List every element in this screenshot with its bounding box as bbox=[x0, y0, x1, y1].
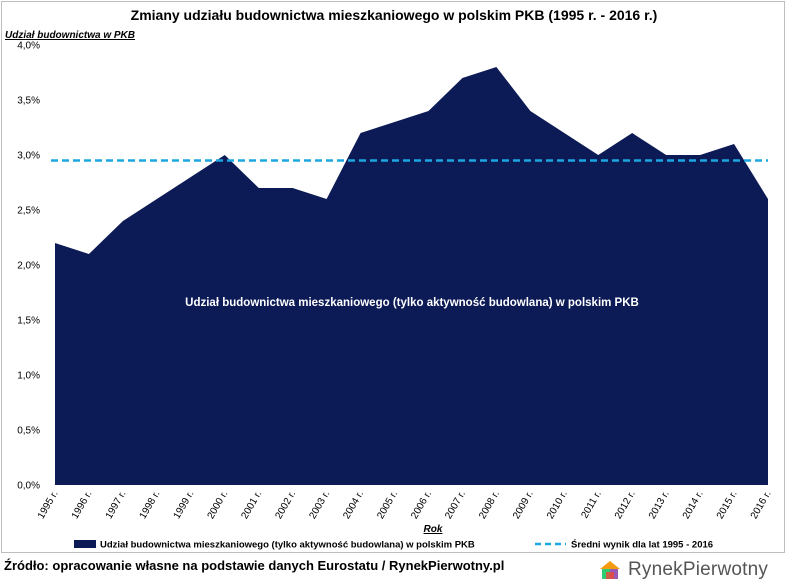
y-tick-label: 3,0% bbox=[17, 151, 40, 162]
x-tick-label: 1996 r. bbox=[70, 489, 95, 521]
y-axis-ticks: 0,0% 0,5% 1,0% 1,5% 2,0% 2,5% 3,0% 3,5% 4,0% bbox=[17, 41, 40, 492]
x-tick-label: 2005 r. bbox=[375, 489, 400, 521]
source-note: Źródło: opracowanie własne na podstawie … bbox=[4, 558, 505, 573]
legend: Udział budownictwa mieszkaniowego (tylko… bbox=[74, 539, 713, 551]
x-tick-label: 1998 r. bbox=[138, 489, 163, 521]
area-series bbox=[54, 66, 769, 485]
y-tick-label: 4,0% bbox=[17, 41, 40, 52]
y-axis-label: Udział budownictwa w PKB bbox=[5, 30, 135, 41]
x-tick-label: 2016 r. bbox=[749, 489, 774, 521]
x-tick-label: 2008 r. bbox=[477, 489, 502, 521]
x-tick-label: 2006 r. bbox=[409, 489, 434, 521]
legend-area-swatch bbox=[74, 540, 96, 548]
x-tick-label: 1995 r. bbox=[36, 489, 61, 521]
x-tick-label: 2003 r. bbox=[307, 489, 332, 521]
y-tick-label: 1,0% bbox=[17, 371, 40, 382]
x-tick-label: 2011 r. bbox=[579, 489, 603, 520]
y-tick-label: 3,5% bbox=[17, 96, 40, 107]
chart-frame bbox=[1, 1, 785, 553]
x-tick-label: 2001 r. bbox=[239, 489, 264, 521]
x-axis-ticks: 1995 r. 1996 r. 1997 r. 1998 r. 1999 r. 2000 … bbox=[36, 489, 774, 521]
x-tick-label: 2007 r. bbox=[443, 489, 468, 521]
x-tick-label: 2013 r. bbox=[647, 489, 672, 521]
y-tick-label: 0,5% bbox=[17, 426, 40, 437]
area-annotation: Udział budownictwa mieszkaniowego (tylko… bbox=[185, 297, 639, 309]
legend-average-label: Średni wynik dla lat 1995 - 2016 bbox=[571, 539, 713, 551]
logo-house-icon bbox=[600, 561, 620, 579]
x-tick-label: 2002 r. bbox=[273, 489, 298, 521]
logo-wordmark: RynekPierwotny bbox=[628, 559, 769, 580]
x-tick-label: 2009 r. bbox=[511, 489, 536, 521]
area-fill bbox=[55, 67, 768, 485]
y-tick-label: 2,0% bbox=[17, 261, 40, 272]
x-tick-label: 2012 r. bbox=[613, 489, 638, 521]
x-tick-label: 2015 r. bbox=[715, 489, 740, 521]
x-tick-label: 2014 r. bbox=[681, 489, 706, 521]
x-axis-label: Rok bbox=[424, 524, 443, 535]
rynekpierwotny-logo: RynekPierwotny bbox=[598, 556, 768, 584]
x-tick-label: 2004 r. bbox=[341, 489, 366, 521]
x-tick-label: 2000 r. bbox=[206, 489, 231, 521]
area-chart: Zmiany udziału budownictwa mieszkanioweg… bbox=[5, 7, 774, 551]
y-tick-label: 0,0% bbox=[17, 481, 40, 492]
y-tick-label: 2,5% bbox=[17, 206, 40, 217]
x-tick-label: 2010 r. bbox=[545, 489, 570, 521]
legend-area-label: Udział budownictwa mieszkaniowego (tylko… bbox=[100, 540, 475, 551]
y-tick-label: 1,5% bbox=[17, 316, 40, 327]
chart-title: Zmiany udziału budownictwa mieszkanioweg… bbox=[131, 7, 658, 23]
x-tick-label: 1999 r. bbox=[172, 489, 197, 521]
x-tick-label: 1997 r. bbox=[104, 489, 129, 521]
